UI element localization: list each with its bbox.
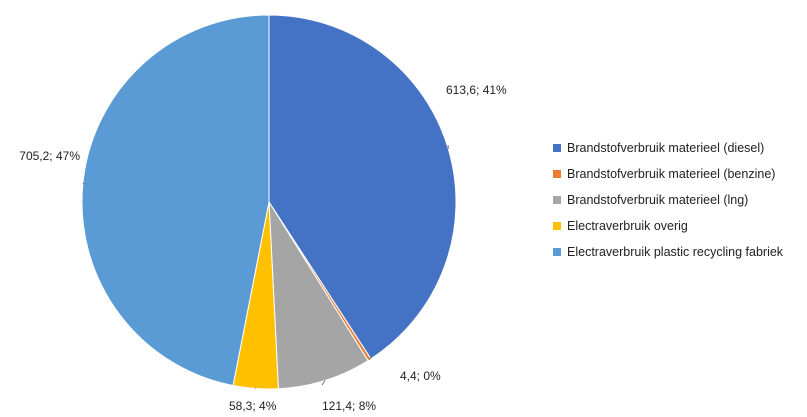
leader-line <box>255 388 256 389</box>
legend-label: Electraverbruik plastic recycling fabrie… <box>567 245 783 259</box>
legend-label: Electraverbruik overig <box>567 219 688 233</box>
legend-label: Brandstofverbruik materieel (lng) <box>567 193 748 207</box>
legend-swatch <box>553 170 561 178</box>
data-label: 121,4; 8% <box>322 399 376 412</box>
pie-slice <box>82 15 269 386</box>
legend-item: Brandstofverbruik materieel (lng) <box>553 192 783 207</box>
data-label: 705,2; 47% <box>19 149 80 163</box>
legend-item: Electraverbruik plastic recycling fabrie… <box>553 244 783 259</box>
pie-slices <box>82 15 456 389</box>
legend-swatch <box>553 222 561 230</box>
legend: Brandstofverbruik materieel (diesel) Bran… <box>553 140 783 270</box>
legend-item: Brandstofverbruik materieel (benzine) <box>553 166 783 181</box>
legend-label: Brandstofverbruik materieel (diesel) <box>567 141 764 155</box>
data-label: 58,3; 4% <box>229 399 277 412</box>
legend-item: Brandstofverbruik materieel (diesel) <box>553 140 783 155</box>
data-label: 613,6; 41% <box>446 83 507 97</box>
data-label: 4,4; 0% <box>400 369 441 383</box>
legend-swatch <box>553 196 561 204</box>
legend-label: Brandstofverbruik materieel (benzine) <box>567 167 775 181</box>
legend-swatch <box>553 248 561 256</box>
legend-item: Electraverbruik overig <box>553 218 783 233</box>
legend-swatch <box>553 144 561 152</box>
